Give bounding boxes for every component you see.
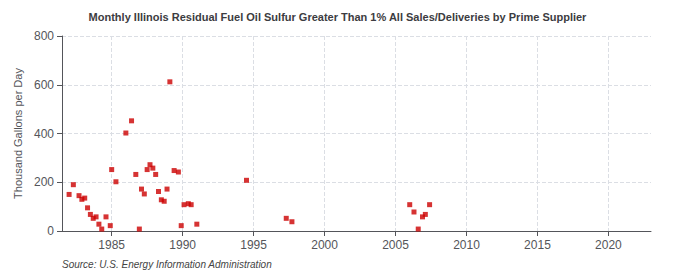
svg-text:600: 600 <box>34 78 54 92</box>
svg-text:2010: 2010 <box>453 238 480 252</box>
svg-text:200: 200 <box>34 175 54 189</box>
svg-text:1985: 1985 <box>98 238 125 252</box>
svg-text:1995: 1995 <box>240 238 267 252</box>
svg-text:Source: U.S. Energy Informatio: Source: U.S. Energy Information Administ… <box>62 259 272 270</box>
svg-text:2020: 2020 <box>595 238 622 252</box>
svg-text:400: 400 <box>34 127 54 141</box>
svg-text:1990: 1990 <box>169 238 196 252</box>
svg-text:Monthly Illinois Residual Fuel: Monthly Illinois Residual Fuel Oil Sulfu… <box>89 11 588 23</box>
svg-text:2005: 2005 <box>382 238 409 252</box>
svg-text:0: 0 <box>47 224 54 238</box>
svg-text:2000: 2000 <box>311 238 338 252</box>
svg-text:2015: 2015 <box>524 238 551 252</box>
svg-text:800: 800 <box>34 29 54 43</box>
svg-text:Thousand Gallons per Day: Thousand Gallons per Day <box>12 68 24 199</box>
